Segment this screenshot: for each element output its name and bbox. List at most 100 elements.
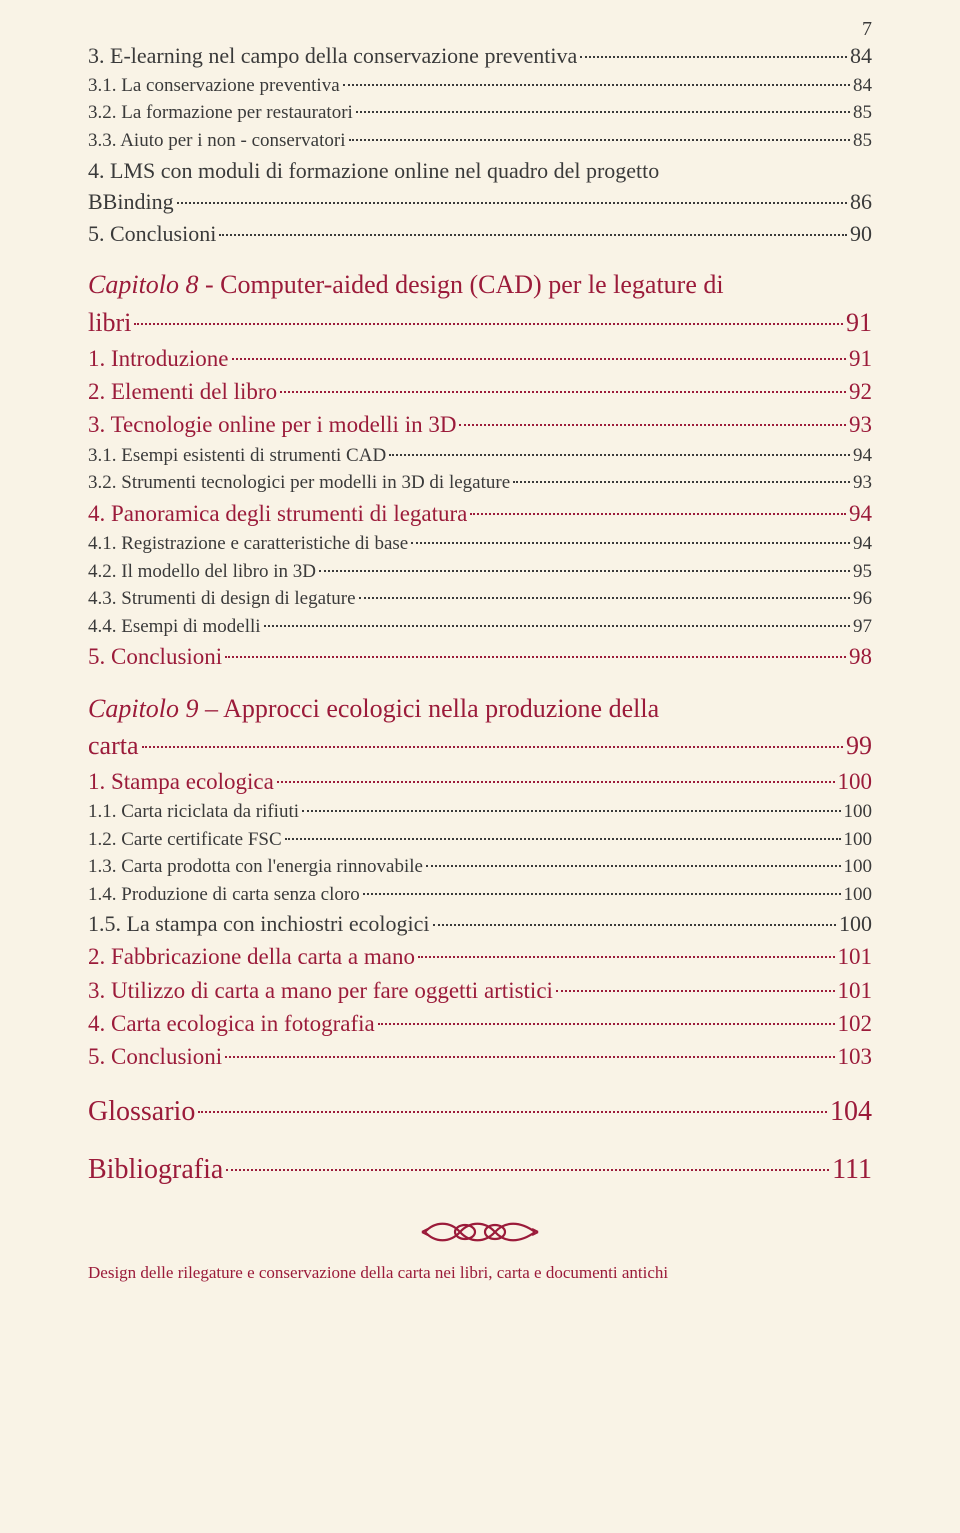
toc-entry-label: 1.4. Produzione di carta senza cloro bbox=[88, 881, 360, 909]
toc-entry: 2. Fabbricazione della carta a mano 101 bbox=[88, 940, 872, 973]
toc-entry-label: 2. Fabbricazione della carta a mano bbox=[88, 940, 415, 973]
toc-page-ref: 101 bbox=[838, 940, 873, 973]
toc-page-ref: 100 bbox=[839, 908, 872, 940]
toc-entry-label: 4.4. Esempi di modelli bbox=[88, 613, 261, 641]
toc-entry-label: 3.1. La conservazione preventiva bbox=[88, 72, 340, 100]
toc-page-ref: 90 bbox=[850, 218, 872, 250]
toc-page-ref: 86 bbox=[850, 186, 872, 218]
toc-entry: 1.5. La stampa con inchiostri ecologici1… bbox=[88, 908, 872, 940]
toc-entry: 3.2. Strumenti tecnologici per modelli i… bbox=[88, 469, 872, 497]
footer-title: Design delle rilegature e conservazione … bbox=[88, 1263, 872, 1283]
toc-entry-label: 5. Conclusioni bbox=[88, 640, 222, 673]
toc-entry: 4.3. Strumenti di design di legature96 bbox=[88, 585, 872, 613]
toc-entry-label: 3.2. Strumenti tecnologici per modelli i… bbox=[88, 469, 510, 497]
toc-chapter-rest: – Approcci ecologici nella produzione de… bbox=[199, 694, 660, 723]
toc-entry: Bibliografia 111 bbox=[88, 1150, 872, 1191]
toc-entry: 3.3. Aiuto per i non - conservatori 85 bbox=[88, 127, 872, 155]
toc-leader-dots bbox=[556, 990, 835, 992]
toc-leader-dots bbox=[232, 358, 846, 360]
toc-entry-label: 3. E-learning nel campo della conservazi… bbox=[88, 40, 577, 72]
toc-entry-label: 1.2. Carte certificate FSC bbox=[88, 826, 282, 854]
knot-ornament-icon bbox=[420, 1211, 540, 1253]
toc-page-ref: 93 bbox=[853, 469, 872, 497]
toc-entry-label: 1.3. Carta prodotta con l'energia rinnov… bbox=[88, 853, 423, 881]
toc-entry-label: 5. Conclusioni bbox=[88, 218, 216, 250]
toc-leader-dots bbox=[177, 202, 847, 204]
toc-entry-label: 4. Panoramica degli strumenti di legatur… bbox=[88, 497, 467, 530]
toc-entry-label: 4. LMS con moduli di formazione online n… bbox=[88, 155, 872, 187]
toc-page-ref: 84 bbox=[853, 72, 872, 100]
toc-entry-label: 3. Tecnologie online per i modelli in 3D bbox=[88, 408, 456, 441]
toc-page-ref: 100 bbox=[844, 853, 873, 881]
toc-page-ref: 111 bbox=[832, 1150, 872, 1191]
toc-leader-dots bbox=[459, 424, 846, 426]
toc-leader-dots bbox=[433, 924, 836, 926]
toc-page-ref: 93 bbox=[849, 408, 872, 441]
toc-leader-dots bbox=[319, 570, 850, 572]
toc-leader-dots bbox=[142, 746, 843, 748]
toc-entry: 1.1. Carta riciclata da rifiuti100 bbox=[88, 798, 872, 826]
toc-chapter-prefix: Capitolo 8 bbox=[88, 270, 199, 299]
toc-entry-label: 4. Carta ecologica in fotografia bbox=[88, 1007, 375, 1040]
toc-entry: 1.3. Carta prodotta con l'energia rinnov… bbox=[88, 853, 872, 881]
toc-page-ref: 85 bbox=[853, 127, 872, 155]
toc-leader-dots bbox=[198, 1111, 827, 1113]
toc-page-ref: 94 bbox=[849, 497, 872, 530]
toc-page-ref: 100 bbox=[844, 826, 873, 854]
toc-page-ref: 94 bbox=[853, 530, 872, 558]
toc-entry: 4. Carta ecologica in fotografia 102 bbox=[88, 1007, 872, 1040]
toc-entry: 5. Conclusioni 90 bbox=[88, 218, 872, 250]
toc-entry: 1. Introduzione91 bbox=[88, 342, 872, 375]
toc-leader-dots bbox=[349, 139, 850, 141]
toc-page-ref: 100 bbox=[838, 765, 873, 798]
toc-page-ref: 103 bbox=[838, 1040, 873, 1073]
toc-page-ref: 100 bbox=[844, 881, 873, 909]
toc-leader-dots bbox=[280, 391, 846, 393]
toc-entry-label: 3.1. Esempi esistenti di strumenti CAD bbox=[88, 442, 386, 470]
toc-chapter-lastword: carta bbox=[88, 727, 139, 765]
toc-chapter-cont: carta99 bbox=[88, 727, 872, 765]
toc-entry: 4.1. Registrazione e caratteristiche di … bbox=[88, 530, 872, 558]
toc-entry-label: 4.2. Il modello del libro in 3D bbox=[88, 558, 316, 586]
toc-leader-dots bbox=[389, 454, 850, 456]
toc-entry-label: 4.1. Registrazione e caratteristiche di … bbox=[88, 530, 408, 558]
toc-leader-dots bbox=[225, 656, 846, 658]
toc-entry-label: 1. Stampa ecologica bbox=[88, 765, 274, 798]
toc-chapter-cont: libri91 bbox=[88, 304, 872, 342]
toc-page-ref: 92 bbox=[849, 375, 872, 408]
toc-leader-dots bbox=[226, 1169, 829, 1171]
toc-chapter-prefix: Capitolo 9 bbox=[88, 694, 199, 723]
toc-entry: 1.2. Carte certificate FSC 100 bbox=[88, 826, 872, 854]
toc-leader-dots bbox=[264, 625, 850, 627]
toc-entry: 3.1. La conservazione preventiva 84 bbox=[88, 72, 872, 100]
toc-entry: 1. Stampa ecologica 100 bbox=[88, 765, 872, 798]
toc-entry: 4.4. Esempi di modelli97 bbox=[88, 613, 872, 641]
toc-entry: 3. E-learning nel campo della conservazi… bbox=[88, 40, 872, 72]
toc-chapter: Capitolo 8 - Computer-aided design (CAD)… bbox=[88, 266, 872, 304]
toc-entry-label: 3. Utilizzo di carta a mano per fare ogg… bbox=[88, 974, 553, 1007]
page-number: 7 bbox=[862, 18, 872, 41]
toc-entry-label: Bibliografia bbox=[88, 1150, 223, 1191]
toc-entry-cont: BBinding 86 bbox=[88, 186, 872, 218]
toc-leader-dots bbox=[285, 838, 841, 840]
toc-entry: 2. Elementi del libro 92 bbox=[88, 375, 872, 408]
toc-entry-label: 2. Elementi del libro bbox=[88, 375, 277, 408]
toc-page-ref: 104 bbox=[830, 1092, 872, 1133]
toc-entry-label: 3.3. Aiuto per i non - conservatori bbox=[88, 127, 346, 155]
toc-entry: 3.2. La formazione per restauratori85 bbox=[88, 99, 872, 127]
toc-entry: 4.2. Il modello del libro in 3D95 bbox=[88, 558, 872, 586]
toc-chapter-rest: - Computer-aided design (CAD) per le leg… bbox=[199, 270, 724, 299]
toc-page-ref: 102 bbox=[838, 1007, 873, 1040]
toc-entry-label: 5. Conclusioni bbox=[88, 1040, 222, 1073]
toc-entry-lastword: BBinding bbox=[88, 186, 174, 218]
toc-leader-dots bbox=[219, 234, 847, 236]
toc-leader-dots bbox=[418, 956, 835, 958]
toc-entry: 1.4. Produzione di carta senza cloro 100 bbox=[88, 881, 872, 909]
toc-page-ref: 94 bbox=[853, 442, 872, 470]
toc-page-ref: 98 bbox=[849, 640, 872, 673]
toc-entry: 4. Panoramica degli strumenti di legatur… bbox=[88, 497, 872, 530]
toc-entry-label: Glossario bbox=[88, 1092, 195, 1133]
toc-leader-dots bbox=[411, 542, 850, 544]
toc-page-ref: 100 bbox=[844, 798, 873, 826]
toc-page-ref: 96 bbox=[853, 585, 872, 613]
